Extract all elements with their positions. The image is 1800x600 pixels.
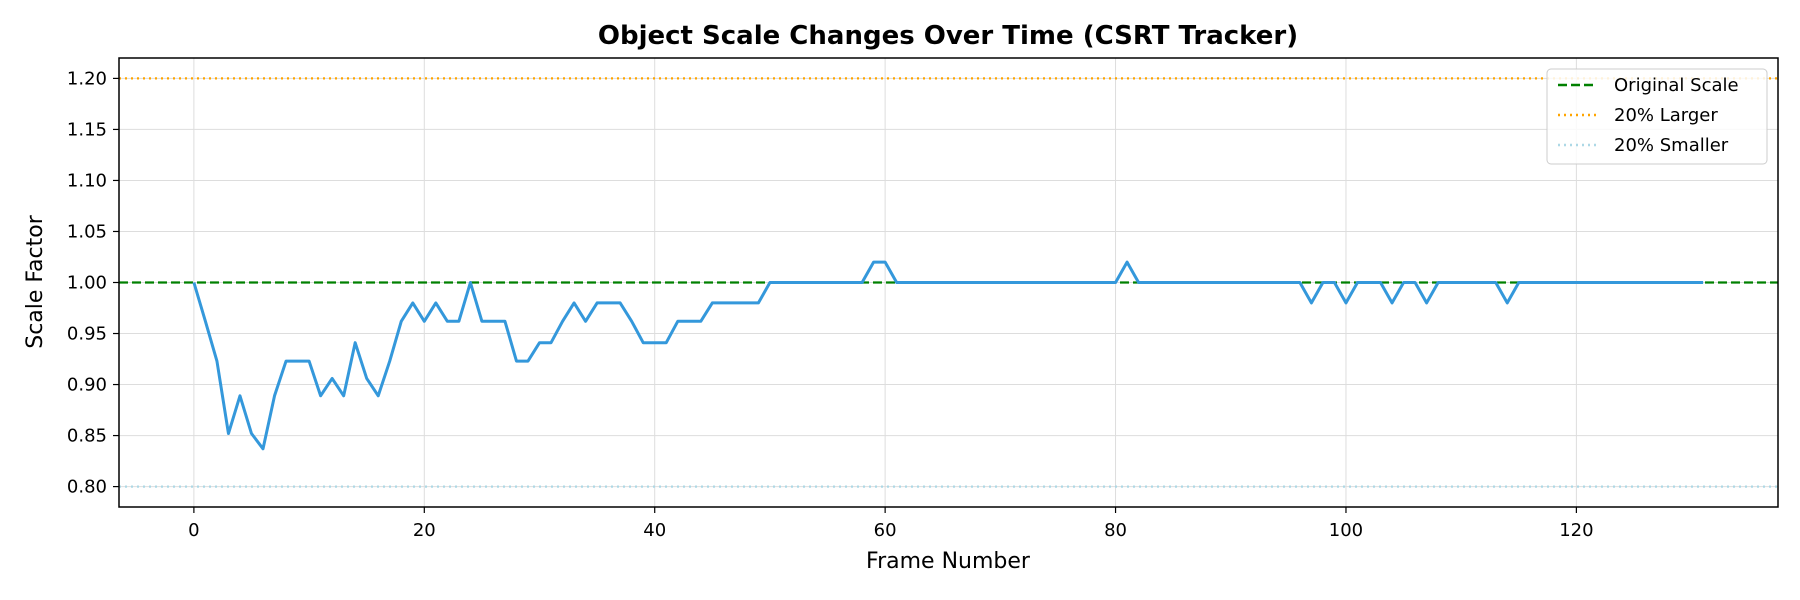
y-tick-label: 1.15 <box>67 119 107 140</box>
y-axis-label: Scale Factor <box>23 214 48 348</box>
series-layer <box>192 260 1704 451</box>
legend: Original Scale 20% Larger 20% Smaller <box>1546 68 1768 165</box>
x-axis-label: Frame Number <box>866 549 1031 574</box>
series-line <box>192 260 1704 451</box>
legend-box <box>1546 68 1768 165</box>
y-tick-label: 0.85 <box>67 426 107 447</box>
chart-title: Object Scale Changes Over Time (CSRT Tra… <box>598 21 1298 51</box>
x-tick-label: 20 <box>413 520 436 541</box>
y-tick-label: 0.80 <box>67 477 107 498</box>
y-tick-label: 0.90 <box>67 375 107 396</box>
y-tick-label: 1.20 <box>67 68 107 89</box>
x-tick-label: 100 <box>1329 520 1363 541</box>
x-tick-label: 60 <box>874 520 897 541</box>
reference-lines <box>119 77 1778 488</box>
x-tick-label: 80 <box>1104 520 1127 541</box>
y-tick-label: 1.10 <box>67 170 107 191</box>
legend-label: 20% Larger <box>1614 105 1718 126</box>
y-tick-label: 1.00 <box>67 273 107 294</box>
legend-label: 20% Smaller <box>1614 135 1729 156</box>
y-ticks: 0.80 0.85 0.90 0.95 1.00 1.05 1.10 1.15 1.20 <box>67 68 119 498</box>
x-ticks: 0 20 40 60 80 100 120 <box>188 507 1594 541</box>
y-tick-label: 1.05 <box>67 221 107 242</box>
x-tick-label: 0 <box>188 520 199 541</box>
x-tick-label: 40 <box>643 520 666 541</box>
x-tick-label: 120 <box>1559 520 1593 541</box>
y-tick-label: 0.95 <box>67 324 107 345</box>
legend-label: Original Scale <box>1614 75 1739 96</box>
